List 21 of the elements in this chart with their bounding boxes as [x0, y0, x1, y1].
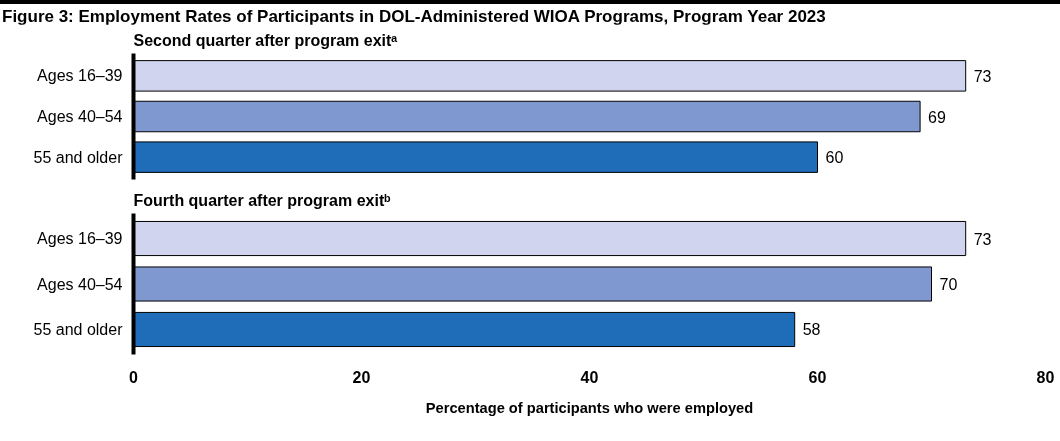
chart-subtitle: Fourth quarter after program exitᵇ [133, 191, 391, 209]
y-tick-label: Ages 16–39 [37, 230, 123, 248]
data-label: 60 [825, 149, 844, 167]
chart-title: Figure 3: Employment Rates of Participants in DOL-Administered WIOA Programs, Program Year 2023 [2, 6, 826, 28]
chart-subtitle: Second quarter after program exitᵃ [133, 31, 398, 49]
data-label: 58 [802, 321, 821, 339]
x-tick-label: 40 [580, 368, 599, 386]
data-label: 73 [973, 67, 992, 85]
x-tick-label: 80 [1036, 368, 1055, 386]
x-tick-label: 60 [808, 368, 827, 386]
data-label: 73 [973, 230, 992, 248]
y-tick-label: Ages 40–54 [37, 108, 123, 125]
data-label: 70 [939, 276, 958, 293]
y-tick-label: 55 and older [33, 148, 124, 166]
x-axis-title: Percentage of participants who were employed [425, 399, 754, 416]
y-tick-label: Ages 16–39 [37, 67, 123, 85]
x-tick-label: 20 [352, 368, 371, 386]
y-tick-label: 55 and older [33, 320, 124, 338]
x-tick-label: 0 [129, 368, 139, 386]
y-tick-label: Ages 40–54 [37, 275, 123, 293]
data-label: 69 [928, 108, 946, 126]
